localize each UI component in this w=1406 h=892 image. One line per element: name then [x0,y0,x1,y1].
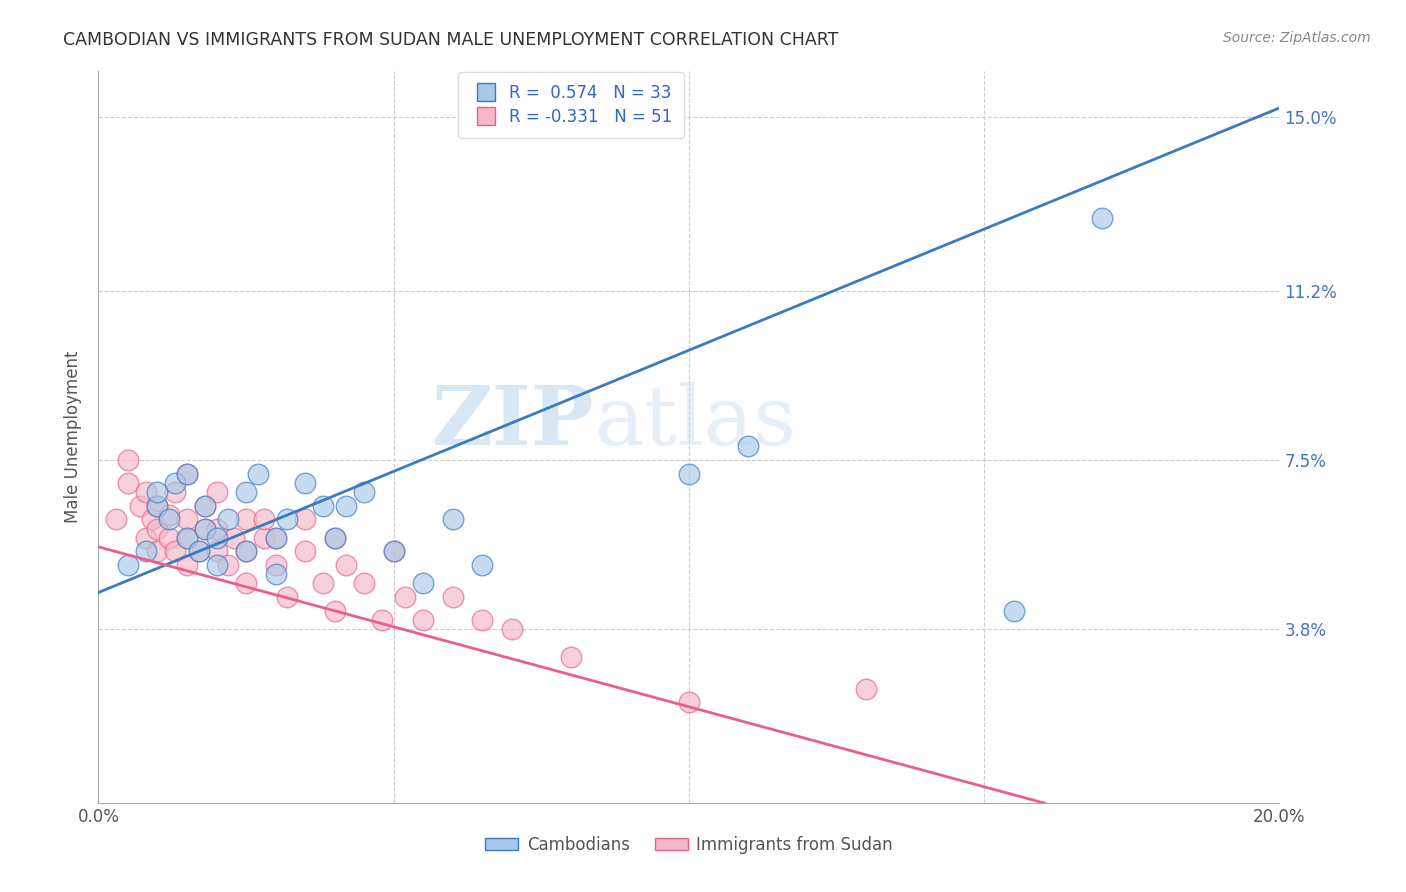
Point [335,558,357,573]
Point [294,475,316,490]
Y-axis label: Male Unemployment: Male Unemployment [65,351,83,524]
Point [146,499,169,513]
Point [412,576,434,591]
Point [157,512,180,526]
Point [253,531,276,545]
Point [105,512,128,526]
Point [501,622,523,636]
Point [737,439,759,453]
Point [176,531,198,545]
Point [235,544,257,558]
Point [312,499,335,513]
Point [294,544,316,558]
Point [264,531,287,545]
Text: Source: ZipAtlas.com: Source: ZipAtlas.com [1223,31,1371,45]
Point [176,467,198,481]
Point [117,453,139,467]
Point [217,558,239,573]
Point [471,558,494,573]
Point [205,485,228,500]
Point [294,512,316,526]
Point [117,558,139,573]
Point [678,695,700,709]
Point [194,521,217,535]
Point [382,544,405,558]
Point [235,512,257,526]
Point [855,681,877,696]
Point [1091,211,1114,225]
Point [141,512,163,526]
Point [235,544,257,558]
Point [382,544,405,558]
Point [187,544,209,558]
Point [353,485,375,500]
Point [194,499,217,513]
Point [217,512,239,526]
Point [264,567,287,582]
Point [135,544,157,558]
Point [471,613,494,627]
Point [224,531,246,545]
Point [176,512,198,526]
Point [165,544,187,558]
Point [323,531,346,545]
Point [276,590,298,604]
Point [412,613,434,627]
Point [194,499,217,513]
Point [264,558,287,573]
Point [146,499,169,513]
Point [441,590,464,604]
Point [235,485,257,500]
Point [264,531,287,545]
Text: ZIP: ZIP [432,383,595,462]
Legend: Cambodians, Immigrants from Sudan: Cambodians, Immigrants from Sudan [478,829,900,860]
Point [135,531,157,545]
Point [176,558,198,573]
Point [253,512,276,526]
Point [205,544,228,558]
Point [323,604,346,618]
Point [312,576,335,591]
Point [205,531,228,545]
Point [353,576,375,591]
Point [276,512,298,526]
Point [176,531,198,545]
Point [678,467,700,481]
Point [335,499,357,513]
Point [176,467,198,481]
Point [146,485,169,500]
Point [205,521,228,535]
Point [146,521,169,535]
Point [187,544,209,558]
Point [1002,604,1025,618]
Point [560,649,582,664]
Point [165,485,187,500]
Point [394,590,416,604]
Point [157,531,180,545]
Point [135,485,157,500]
Text: atlas: atlas [595,383,797,462]
Point [371,613,394,627]
Point [235,576,257,591]
Point [157,508,180,522]
Point [165,475,187,490]
Point [128,499,150,513]
Point [117,475,139,490]
Point [323,531,346,545]
Text: CAMBODIAN VS IMMIGRANTS FROM SUDAN MALE UNEMPLOYMENT CORRELATION CHART: CAMBODIAN VS IMMIGRANTS FROM SUDAN MALE … [63,31,838,49]
Point [146,544,169,558]
Point [441,512,464,526]
Point [246,467,269,481]
Point [205,558,228,573]
Point [194,521,217,535]
